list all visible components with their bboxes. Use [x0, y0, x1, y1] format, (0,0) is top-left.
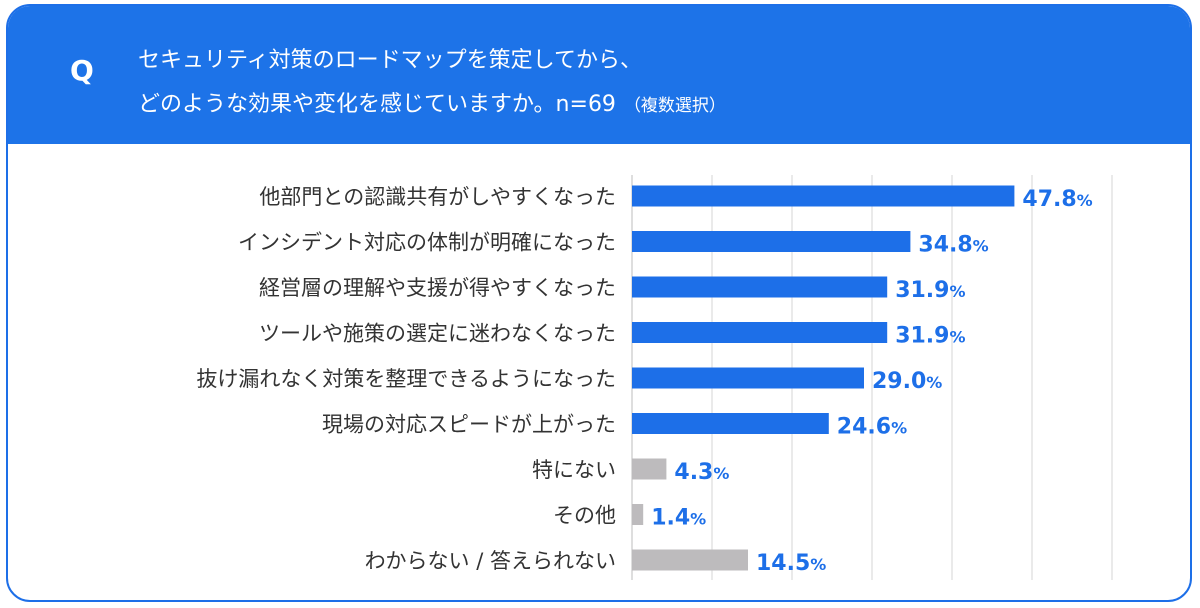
value-label: 24.6% — [837, 415, 907, 440]
category-label: その他 — [553, 504, 616, 528]
question-mark: Q — [70, 54, 94, 87]
value-label: 29.0% — [872, 369, 942, 394]
bar — [632, 322, 888, 343]
question-text-line2-main: どのような効果や変化を感じていますか。n=69 — [138, 92, 616, 117]
value-label: 47.8% — [1022, 187, 1092, 212]
bar — [632, 276, 888, 298]
bar — [632, 367, 864, 389]
value-label: 14.5% — [756, 551, 826, 576]
value-label: 4.3% — [674, 460, 729, 485]
bar — [632, 185, 1015, 207]
category-label: 経営層の理解や支援が得やすくなった — [259, 276, 616, 300]
chart-card: Q セキュリティ対策のロードマップを策定してから、 どのような効果や変化を感じて… — [6, 4, 1192, 602]
value-label: 34.8% — [918, 233, 988, 258]
value-label: 31.9% — [895, 324, 965, 349]
category-label: 他部門との認識共有がしやすくなった — [259, 185, 616, 209]
question-text-line1: セキュリティ対策のロードマップを策定してから、 — [138, 48, 643, 73]
category-label: 特にない — [532, 458, 616, 482]
category-label: 抜け漏れなく対策を整理できるようになった — [196, 367, 616, 391]
category-label: わからない / 答えられない — [365, 549, 616, 573]
question-text-line2: どのような効果や変化を感じていますか。n=69 （複数選択） — [138, 86, 726, 118]
value-label: 31.9% — [895, 278, 965, 303]
category-label: ツールや施策の選定に迷わなくなった — [259, 322, 616, 346]
category-label: 現場の対応スピードが上がった — [322, 413, 616, 437]
value-label: 1.4% — [651, 506, 706, 531]
bar — [632, 549, 748, 571]
bar — [632, 413, 829, 434]
bar — [632, 231, 911, 252]
category-label: インシデント対応の体制が明確になった — [238, 231, 616, 255]
bar — [632, 458, 667, 480]
question-header: Q セキュリティ対策のロードマップを策定してから、 どのような効果や変化を感じて… — [8, 6, 1190, 144]
bar — [632, 504, 644, 525]
question-note: （複数選択） — [623, 96, 726, 116]
